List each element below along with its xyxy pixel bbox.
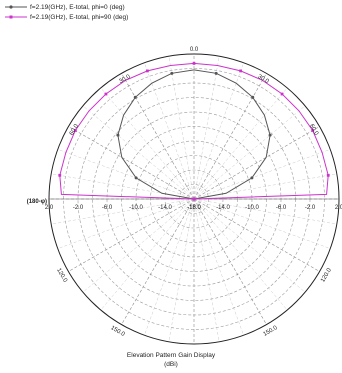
- series-point: [145, 69, 149, 73]
- grid-spoke: [57, 198, 195, 249]
- series-point: [280, 92, 284, 96]
- grid-spoke: [193, 198, 244, 336]
- series-point: [58, 173, 62, 177]
- series-point: [134, 176, 138, 180]
- legend-label: f=2.19(GHz), E-total, phi=0 (deg): [30, 3, 125, 11]
- series-point: [104, 92, 108, 96]
- angle-tick-label: 120.0: [55, 267, 68, 284]
- grid-spoke: [193, 198, 337, 225]
- angle-tick-label: 60.0: [308, 123, 319, 137]
- grid-spoke: [193, 198, 320, 272]
- grid-spoke: [193, 105, 306, 200]
- grid-spoke: [121, 73, 195, 200]
- grid-spoke: [57, 149, 195, 200]
- radial-tick-label: -18.0: [187, 205, 201, 211]
- grid-spoke: [193, 198, 288, 311]
- series-point: [116, 133, 120, 137]
- series-point: [214, 71, 218, 75]
- chart-title: Elevation Pattern Gain Display: [126, 352, 216, 359]
- grid-spoke: [193, 198, 220, 342]
- series-point: [73, 129, 77, 132]
- legend-item: f=2.19(GHz), E-total, phi=90 (deg): [4, 12, 128, 22]
- grid-spoke: [193, 56, 220, 200]
- series-layer: [58, 62, 330, 201]
- series-point: [326, 173, 330, 177]
- angle-tick-label: 150.0: [109, 325, 126, 338]
- grid-spoke: [68, 198, 195, 272]
- grid-spoke: [193, 198, 306, 293]
- legend-swatch-phi90: [5, 15, 27, 19]
- series-point: [170, 71, 174, 75]
- grid-spoke: [193, 198, 331, 249]
- radial-tick-label: -10.0: [129, 205, 143, 211]
- radial-tick-label: -14.0: [216, 205, 230, 211]
- series-point: [192, 197, 196, 201]
- grid-spoke: [121, 198, 195, 325]
- radial-tick-label: -6.0: [102, 205, 113, 211]
- angle-tick-label: 30.0: [118, 74, 132, 85]
- series-point: [251, 95, 255, 99]
- radial-tick-label: -6.0: [276, 205, 287, 211]
- grid-spoke: [193, 198, 267, 325]
- grid-spoke: [193, 87, 288, 200]
- grid-spoke: [100, 198, 195, 311]
- grid-spoke: [100, 87, 195, 200]
- label-layer: 2.0 2.0 -2.0 -2.0 -6.0 -6.0 -10.0 -10.0 -14.0 -14…: [27, 47, 342, 338]
- radial-tick-label: 2.0: [335, 205, 342, 211]
- angle-tick-label: (180-φ): [27, 199, 47, 205]
- grid-spoke: [168, 56, 195, 200]
- grid-spoke: [82, 198, 195, 293]
- legend-swatch-phi0: [5, 5, 27, 9]
- angle-tick-label: 120.0: [320, 267, 333, 284]
- radial-tick-label: -18.0: [187, 205, 201, 211]
- radial-tick-label: -2.0: [305, 205, 316, 211]
- grid-spoke: [193, 73, 267, 200]
- grid-spoke: [193, 149, 331, 200]
- series-point: [268, 133, 272, 137]
- series-point: [133, 95, 137, 99]
- angle-tick-label: 30.0: [256, 74, 270, 85]
- grid-spoke: [68, 126, 195, 200]
- series-point: [192, 62, 196, 65]
- grid-spoke: [193, 173, 337, 200]
- grid-spoke: [82, 105, 195, 200]
- grid-spoke: [144, 198, 195, 336]
- grid-spoke: [193, 62, 244, 200]
- grid-spoke: [168, 198, 195, 342]
- radial-tick-label: -10.0: [245, 205, 259, 211]
- legend: f=2.19(GHz), E-total, phi=0 (deg) f=2.19…: [4, 2, 128, 22]
- grid-spoke: [51, 173, 195, 200]
- radial-tick-label: 2.0: [45, 205, 54, 211]
- grid-spoke: [51, 198, 195, 225]
- legend-item: f=2.19(GHz), E-total, phi=0 (deg): [4, 2, 128, 12]
- radial-tick-label: -14.0: [158, 205, 172, 211]
- grid-spoke: [193, 126, 320, 200]
- chart-unit: (dBi): [164, 361, 178, 368]
- series-point: [239, 69, 243, 73]
- angle-tick-label: 0.0: [190, 47, 199, 53]
- angle-tick-label: 150.0: [262, 325, 279, 338]
- grid-spoke: [144, 62, 195, 200]
- angle-tick-label: 60.0: [69, 123, 80, 137]
- series-point: [250, 176, 254, 180]
- series-line-0: [117, 69, 271, 200]
- series-point: [311, 129, 315, 132]
- legend-label: f=2.19(GHz), E-total, phi=90 (deg): [30, 13, 129, 21]
- radial-tick-label: -2.0: [73, 205, 84, 211]
- polar-grid: [48, 53, 340, 345]
